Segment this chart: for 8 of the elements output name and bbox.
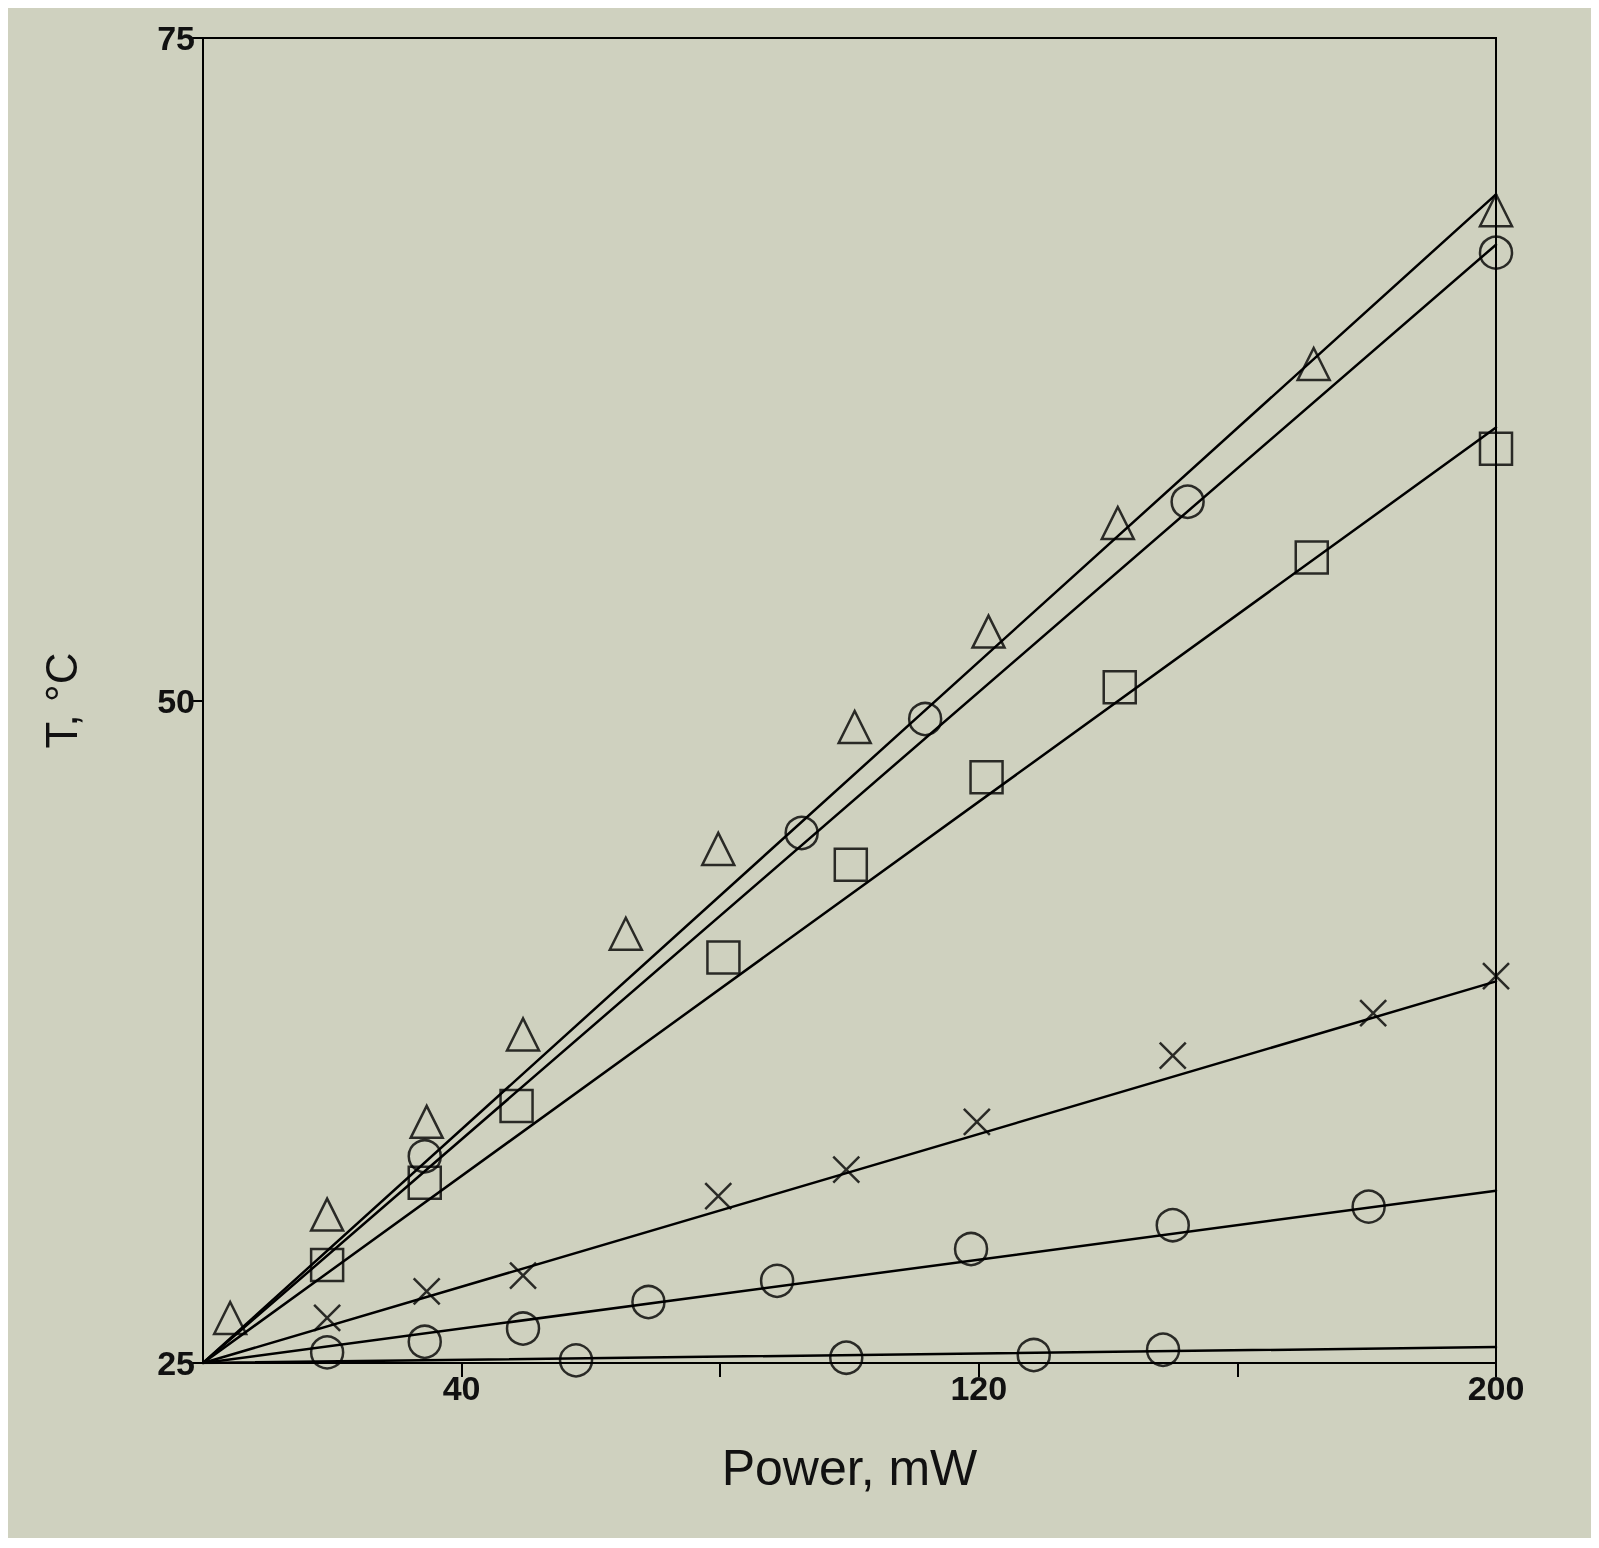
x-tick-label: 120	[950, 1369, 1008, 1407]
x-tick-label: 200	[1467, 1369, 1525, 1407]
x-axis-title: Power, mW	[721, 1440, 979, 1496]
y-tick-label: 25	[157, 1344, 195, 1382]
y-axis-title: T, °C	[36, 652, 86, 749]
x-tick-label: 40	[442, 1369, 481, 1407]
y-tick-label: 50	[157, 681, 195, 720]
y-tick-label: 75	[157, 19, 195, 57]
